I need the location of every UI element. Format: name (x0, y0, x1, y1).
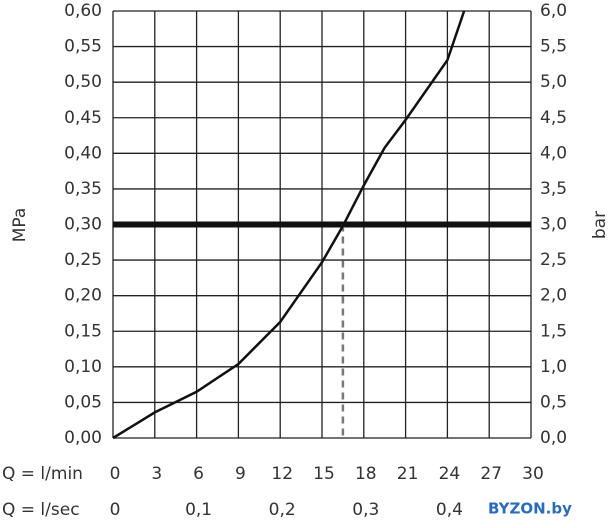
x-axis-label: Q = l/min (2, 464, 83, 484)
y2-tick-label: 1,0 (540, 357, 567, 377)
y-axis-label: MPa (10, 208, 30, 243)
y-tick-label: 0,15 (64, 321, 102, 341)
y-tick-label: 0,45 (64, 108, 102, 128)
y-tick-label: 0,60 (64, 1, 102, 21)
x-tick-label: 30 (522, 464, 544, 484)
y2-tick-label: 1,5 (540, 321, 567, 341)
x-tick-label: 9 (235, 464, 246, 484)
y2-tick-label: 3,5 (540, 179, 567, 199)
y-tick-label: 0,10 (64, 357, 102, 377)
y2-tick-label: 2,5 (540, 250, 567, 270)
y-tick-label: 0,25 (64, 250, 102, 270)
y2-tick-label: 5,0 (540, 72, 567, 92)
y-tick-label: 0,00 (64, 428, 102, 448)
y2-tick-label: 4,0 (540, 143, 567, 163)
x-tick-label: 18 (355, 464, 377, 484)
y2-tick-label: 0,5 (540, 392, 567, 412)
x2-tick-label: 0,3 (352, 500, 379, 520)
watermark-bg (470, 496, 610, 522)
x-tick-label: 15 (313, 464, 335, 484)
x-tick-label: 12 (271, 464, 293, 484)
y2-axis-label: bar (590, 211, 610, 239)
y-tick-label: 0,20 (64, 286, 102, 306)
x2-tick-label: 0,1 (185, 500, 212, 520)
x2-axis-label: Q = l/sec (2, 500, 80, 520)
y2-tick-label: 6,0 (540, 1, 567, 21)
y2-tick-label: 5,5 (540, 37, 567, 57)
x-tick-label: 6 (193, 464, 204, 484)
data-line (112, 10, 466, 440)
y2-tick-label: 0,0 (540, 428, 567, 448)
y2-tick-label: 3,0 (540, 215, 567, 235)
y2-tick-label: 4,5 (540, 108, 567, 128)
x-tick-label: 21 (397, 464, 419, 484)
x2-tick-label: 0,4 (436, 500, 463, 520)
x2-tick-label: 0,2 (269, 500, 296, 520)
y2-tick-label: 2,0 (540, 286, 567, 306)
x-tick-label: 0 (110, 464, 121, 484)
y-tick-label: 0,40 (64, 143, 102, 163)
y-tick-label: 0,55 (64, 37, 102, 57)
watermark: BYZON.by (488, 500, 572, 518)
y-tick-label: 0,30 (64, 215, 102, 235)
x-tick-label: 3 (151, 464, 162, 484)
y-tick-label: 0,35 (64, 179, 102, 199)
x-tick-label: 27 (480, 464, 502, 484)
y-tick-label: 0,05 (64, 392, 102, 412)
x-tick-label: 24 (439, 464, 461, 484)
y-tick-label: 0,50 (64, 72, 102, 92)
x2-tick-label: 0 (110, 500, 121, 520)
